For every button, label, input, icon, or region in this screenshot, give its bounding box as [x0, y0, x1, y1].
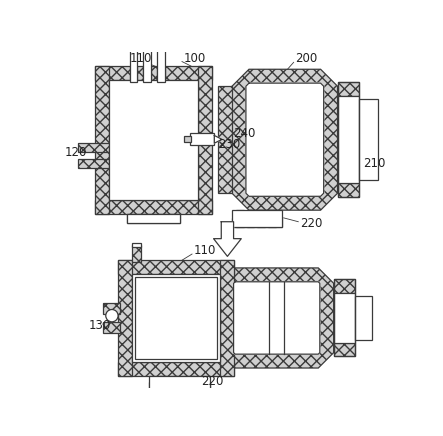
Bar: [159, 376, 167, 391]
Bar: [334, 279, 355, 293]
Bar: [127, 214, 180, 223]
Bar: [103, 303, 120, 314]
Bar: [144, 41, 151, 82]
Text: 100: 100: [183, 52, 206, 65]
Bar: [359, 99, 377, 180]
Bar: [149, 382, 210, 391]
Bar: [118, 260, 233, 274]
Bar: [78, 159, 109, 168]
Bar: [183, 136, 191, 143]
Bar: [173, 376, 180, 391]
Bar: [149, 376, 210, 391]
Bar: [236, 210, 244, 227]
Bar: [334, 343, 355, 357]
Bar: [338, 82, 359, 96]
Bar: [144, 66, 151, 80]
Text: 110: 110: [130, 52, 152, 65]
Text: 220: 220: [300, 217, 322, 230]
Text: 220: 220: [201, 375, 224, 388]
Bar: [334, 279, 355, 357]
Bar: [247, 210, 254, 227]
Bar: [157, 41, 165, 82]
Polygon shape: [246, 83, 324, 196]
Text: 230: 230: [218, 138, 241, 151]
Text: 200: 200: [295, 52, 318, 65]
Bar: [257, 210, 265, 227]
Bar: [190, 133, 214, 146]
Bar: [232, 210, 282, 227]
Bar: [220, 260, 233, 376]
Bar: [132, 245, 141, 262]
Bar: [268, 210, 276, 227]
Bar: [187, 376, 194, 391]
Bar: [118, 260, 132, 376]
Polygon shape: [214, 222, 241, 256]
Text: 120: 120: [64, 146, 86, 159]
Polygon shape: [214, 136, 222, 143]
Text: 240: 240: [233, 127, 256, 140]
Text: 210: 210: [363, 157, 385, 170]
Bar: [127, 214, 180, 223]
Text: 130: 130: [89, 319, 111, 332]
Bar: [130, 41, 137, 82]
Bar: [130, 66, 137, 80]
Circle shape: [106, 310, 118, 322]
Bar: [135, 277, 217, 359]
Bar: [95, 200, 212, 214]
Bar: [338, 183, 359, 197]
Bar: [109, 80, 198, 200]
Bar: [95, 66, 212, 80]
Bar: [118, 362, 233, 376]
Bar: [103, 322, 120, 334]
Bar: [218, 86, 232, 193]
Bar: [232, 218, 282, 227]
Bar: [338, 82, 359, 197]
Polygon shape: [232, 69, 338, 210]
Bar: [95, 66, 109, 214]
Bar: [78, 143, 109, 153]
Bar: [132, 274, 220, 362]
Polygon shape: [220, 268, 334, 368]
Bar: [338, 96, 359, 183]
Bar: [355, 296, 372, 340]
Text: 110: 110: [194, 245, 216, 258]
Bar: [334, 293, 355, 343]
Polygon shape: [233, 282, 320, 354]
Bar: [198, 66, 212, 214]
Bar: [157, 66, 165, 80]
Bar: [132, 243, 141, 247]
